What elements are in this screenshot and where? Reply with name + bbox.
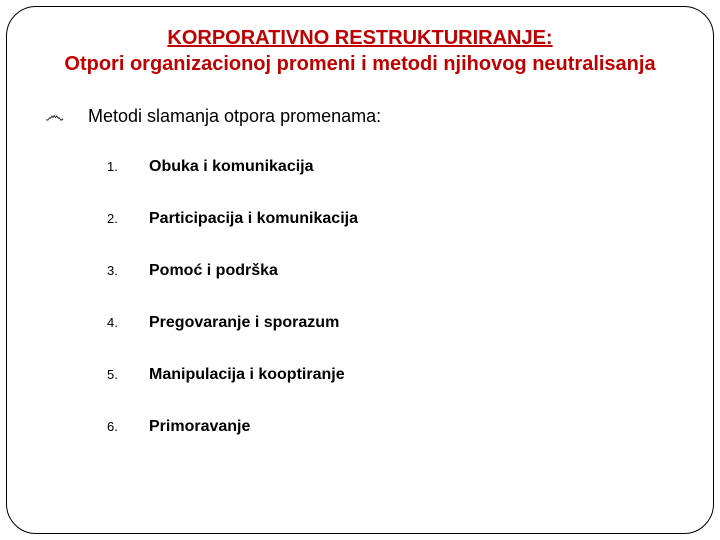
item-number: 6.: [107, 419, 149, 434]
list-item: 3. Pomoć i podrška: [107, 262, 693, 280]
title-line1: KORPORATIVNO RESTRUKTURIRANJE:: [27, 25, 693, 51]
item-text: Participacija i komunikacija: [149, 210, 358, 228]
item-number: 4.: [107, 315, 149, 330]
subheading-row: ෴ Metodi slamanja otpora promenama:: [27, 105, 693, 128]
title-block: KORPORATIVNO RESTRUKTURIRANJE: Otpori or…: [27, 25, 693, 77]
list-item: 4. Pregovaranje i sporazum: [107, 314, 693, 332]
curl-bullet-icon: ෴: [45, 105, 64, 128]
item-number: 5.: [107, 367, 149, 382]
subheading-text: Metodi slamanja otpora promenama:: [88, 106, 381, 127]
item-number: 1.: [107, 159, 149, 174]
list-item: 1. Obuka i komunikacija: [107, 158, 693, 176]
item-number: 2.: [107, 211, 149, 226]
item-text: Manipulacija i kooptiranje: [149, 366, 345, 384]
item-text: Obuka i komunikacija: [149, 158, 314, 176]
item-text: Pomoć i podrška: [149, 262, 278, 280]
numbered-list: 1. Obuka i komunikacija 2. Participacija…: [27, 158, 693, 436]
title-line2: Otpori organizacionoj promeni i metodi n…: [27, 51, 693, 77]
list-item: 2. Participacija i komunikacija: [107, 210, 693, 228]
item-number: 3.: [107, 263, 149, 278]
slide-frame: KORPORATIVNO RESTRUKTURIRANJE: Otpori or…: [6, 6, 714, 534]
list-item: 5. Manipulacija i kooptiranje: [107, 366, 693, 384]
list-item: 6. Primoravanje: [107, 418, 693, 436]
item-text: Primoravanje: [149, 418, 250, 436]
item-text: Pregovaranje i sporazum: [149, 314, 339, 332]
